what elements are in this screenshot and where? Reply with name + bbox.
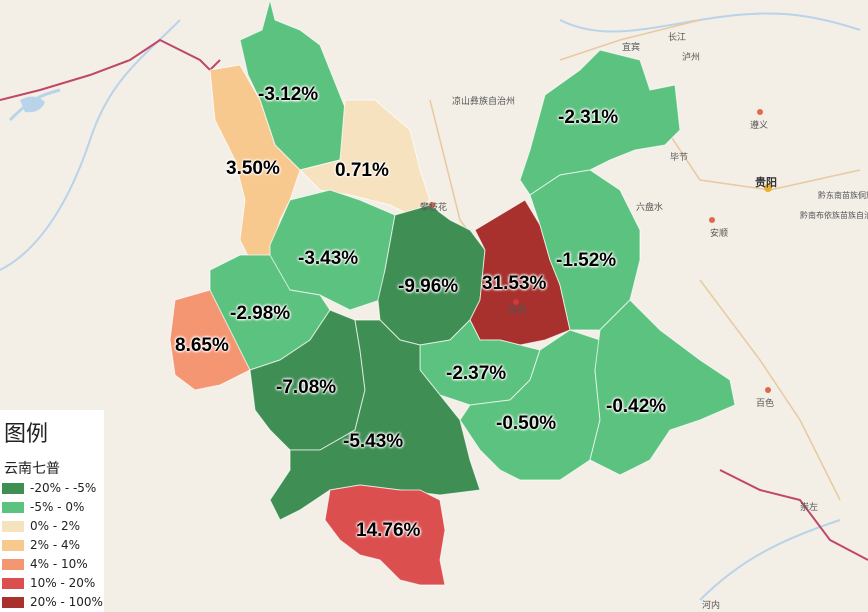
legend-label: 20% - 100%	[30, 595, 103, 609]
road	[699, 279, 841, 501]
region-label-wenshan: -0.42%	[606, 396, 667, 417]
city-label-qiannan: 黔南布依族苗族自治州	[800, 211, 868, 220]
lake	[20, 96, 45, 113]
region-label-kunming: 31.53%	[482, 273, 547, 294]
city-dot-panzhihua	[429, 202, 435, 208]
region-label-yuxi: -2.37%	[446, 363, 507, 384]
prefecture-regions	[169, 0, 736, 586]
city-label-yibin: 宜宾	[622, 43, 641, 53]
city-label-liupanshui: 六盘水	[636, 203, 664, 213]
city-markers	[429, 109, 772, 393]
city-label-zunyi: 遵义	[750, 121, 769, 131]
region-label-nujiang: -3.12%	[258, 84, 319, 105]
legend-subtitle: 云南七普	[4, 461, 60, 477]
road	[659, 119, 861, 191]
city-label-hanoi: 河内	[702, 601, 721, 611]
region-diqing[interactable]	[299, 99, 431, 216]
city-dot-kunming	[513, 299, 519, 305]
region-label-dehong: 8.65%	[175, 335, 229, 356]
legend-label: 4% - 10%	[30, 557, 88, 571]
river	[699, 519, 841, 601]
legend-item: 20% - 100%	[2, 594, 103, 610]
region-label-zhaotong: -2.31%	[558, 107, 619, 128]
legend-label: 0% - 2%	[30, 519, 81, 533]
city-label-guiyang: 贵阳	[755, 176, 777, 189]
legend-label: 10% - 20%	[30, 576, 96, 590]
river	[559, 12, 861, 33]
city-label-changjiang: 长江	[668, 33, 687, 43]
region-kunming[interactable]	[469, 199, 571, 346]
region-wenshan[interactable]	[589, 299, 736, 476]
city-dot-guiyang	[764, 184, 772, 192]
legend-item: 2% - 4%	[2, 537, 80, 553]
basemap	[0, 12, 868, 601]
city-label-bijie: 毕节	[670, 153, 689, 163]
region-label-lincang: -7.08%	[276, 377, 337, 398]
legend-title: 图例	[4, 422, 49, 447]
city-label-chongzuo: 崇左	[800, 503, 819, 513]
city-label-anshun: 安顺	[710, 229, 729, 239]
legend-label: -5% - 0%	[30, 500, 85, 514]
region-label-xishuangbanna: 14.76%	[356, 520, 421, 541]
city-label-baise: 百色	[756, 399, 775, 409]
city-dot-zunyi	[757, 109, 763, 115]
region-label-chuxiong: -9.96%	[398, 276, 459, 297]
city-label-panzhihua: 攀枝花	[420, 203, 448, 213]
city-label-qiandongnan: 黔东南苗族侗族自治州	[818, 191, 868, 200]
country-border	[719, 469, 868, 561]
legend: 图例 云南七普 -20% - -5% -5% - 0% 0% - 2% 2% -…	[0, 410, 104, 612]
region-label-qujing: -1.52%	[556, 250, 617, 271]
legend-swatch	[2, 596, 24, 608]
river	[0, 19, 181, 271]
legend-label: -20% - -5%	[30, 481, 97, 495]
legend-item: -20% - -5%	[2, 480, 96, 496]
legend-swatch	[2, 577, 24, 589]
legend-swatch	[2, 520, 24, 532]
region-label-baoshan: -2.98%	[230, 303, 291, 324]
city-dot-baise	[765, 387, 771, 393]
region-label-puer: -5.43%	[343, 431, 404, 452]
legend-swatch	[2, 558, 24, 570]
region-zhaotong[interactable]	[519, 49, 681, 196]
legend-label: 2% - 4%	[30, 538, 81, 552]
region-label-diqing: 0.71%	[335, 160, 389, 181]
city-dot-anshun	[709, 217, 715, 223]
city-label-luzhou: 泸州	[682, 53, 701, 63]
region-dehong[interactable]	[169, 289, 251, 391]
region-label-dali: -3.43%	[298, 248, 359, 269]
legend-item: 10% - 20%	[2, 575, 95, 591]
legend-item: 4% - 10%	[2, 556, 88, 572]
legend-item: -5% - 0%	[2, 499, 84, 515]
legend-swatch	[2, 501, 24, 513]
road	[559, 19, 701, 61]
region-label-dehong-north: 3.50%	[226, 158, 280, 179]
region-xishuangbanna[interactable]	[324, 484, 446, 586]
city-label-liangshan: 凉山彝族自治州	[452, 97, 516, 107]
country-border	[0, 38, 221, 101]
legend-swatch	[2, 482, 24, 494]
legend-item: 0% - 2%	[2, 518, 80, 534]
region-label-honghe: -0.50%	[496, 413, 557, 434]
city-label-kunming: 昆明	[508, 306, 527, 316]
legend-swatch	[2, 539, 24, 551]
